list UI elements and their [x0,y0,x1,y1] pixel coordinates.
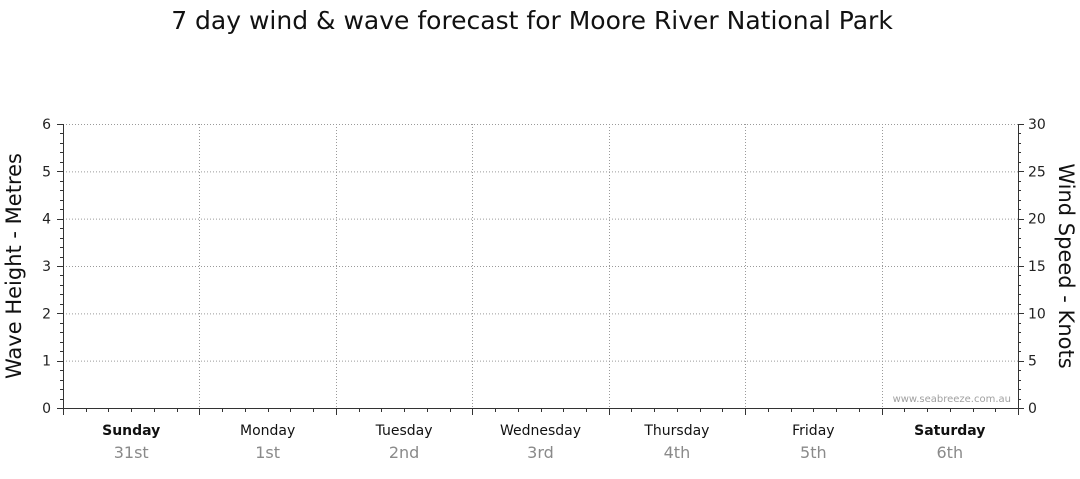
day-date-label: 31st [114,443,149,462]
day-date-label: 6th [936,443,963,462]
left-tick-label: 0 [42,401,51,417]
day-name-label: Friday [792,423,834,439]
left-axis-label: Wave Height - Metres [2,153,26,379]
left-tick-label: 6 [42,117,51,133]
day-name-label: Tuesday [375,423,433,439]
right-tick-label: 10 [1028,306,1046,322]
day-date-label: 1st [255,443,280,462]
day-name-label: Sunday [102,423,160,439]
day-name-label: Monday [240,423,295,439]
right-tick-label: 20 [1028,212,1046,228]
day-name-label: Wednesday [500,423,581,439]
left-tick-label: 1 [42,354,51,370]
watermark-text: www.seabreeze.com.au [893,394,1011,405]
right-tick-label: 15 [1028,259,1046,275]
day-date-label: 3rd [527,443,554,462]
chart-title: 7 day wind & wave forecast for Moore Riv… [171,6,893,35]
right-tick-label: 25 [1028,164,1046,180]
day-name-label: Thursday [643,423,709,439]
day-date-label: 5th [800,443,827,462]
axes-layer: 0 1 2 3 4 5 6 0 5 10 15 20 25 30 [42,117,1046,417]
right-tick-label: 5 [1028,354,1037,370]
grid-layer [63,124,1018,408]
day-labels: Sunday 31st Monday 1st Tuesday 2nd Wednesday 3r… [102,423,985,462]
right-tick-label: 30 [1028,117,1046,133]
right-tick-label: 0 [1028,401,1037,417]
day-name-label: Saturday [914,423,985,439]
left-tick-label: 2 [42,306,51,322]
left-tick-label: 5 [42,164,51,180]
day-date-label: 2nd [389,443,419,462]
right-axis-label: Wind Speed - Knots [1054,163,1078,368]
left-tick-label: 3 [42,259,51,275]
left-tick-label: 4 [42,212,51,228]
day-date-label: 4th [664,443,691,462]
